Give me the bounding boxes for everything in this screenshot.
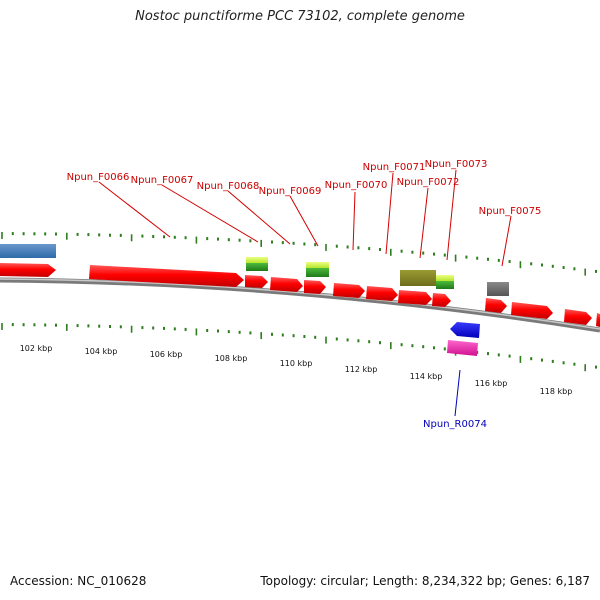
cds-arrow [304, 280, 326, 294]
kbp-label: 110 kbp [280, 359, 313, 368]
outer-tick-row [1, 232, 597, 276]
kbp-label: 116 kbp [475, 379, 508, 388]
gene-label-npun-f0075[interactable]: Npun_F0075 [479, 206, 542, 267]
genome-stats: Topology: circular; Length: 8,234,322 bp… [260, 574, 590, 588]
cds-arrow [89, 265, 244, 287]
gene-label-npun-r0074[interactable]: Npun_R0074 [423, 369, 487, 430]
gene-label-npun-f0072[interactable]: Npun_F0072 [397, 177, 460, 259]
gene-label-text[interactable]: Npun_F0071 [363, 162, 426, 173]
cds-arrow [366, 286, 398, 301]
gene-label-npun-f0071[interactable]: Npun_F0071 [363, 162, 426, 255]
gene-label-text[interactable]: Npun_F0068 [197, 181, 260, 192]
gene-label-text[interactable]: Npun_F0070 [325, 180, 388, 191]
cds-arrow [432, 293, 451, 307]
cds-arrow [333, 283, 365, 298]
kbp-label: 102 kbp [20, 344, 53, 353]
gene-label-npun-f0067[interactable]: Npun_F0067 [131, 175, 259, 243]
feature-green-block [246, 263, 268, 271]
kbp-label: 108 kbp [215, 354, 248, 363]
feature-olive-block [400, 270, 436, 286]
kbp-scale: 102 kbp 104 kbp 106 kbp 108 kbp 110 kbp … [20, 344, 573, 396]
gene-label-text[interactable]: Npun_F0075 [479, 206, 542, 217]
feature-lime-block [246, 257, 268, 263]
kbp-label: 104 kbp [85, 347, 118, 356]
map-title: Nostoc punctiforme PCC 73102, complete g… [135, 9, 465, 24]
kbp-label: 118 kbp [540, 387, 573, 396]
accession-text: Accession: NC_010628 [10, 574, 147, 588]
kbp-label: 106 kbp [150, 350, 183, 359]
cds-arrow [596, 313, 600, 327]
gene-label-npun-f0068[interactable]: Npun_F0068 [197, 181, 291, 245]
feature-green-block [436, 281, 454, 289]
feature-lime-block [436, 275, 454, 281]
cds-arrow [398, 290, 432, 305]
gene-label-npun-f0073[interactable]: Npun_F0073 [425, 159, 488, 261]
feature-gray-block [487, 282, 509, 296]
genome-backbone [0, 277, 600, 333]
gene-label-text[interactable]: Npun_F0066 [67, 172, 130, 183]
gene-label-npun-f0066[interactable]: Npun_F0066 [67, 172, 171, 238]
cds-arrow [0, 263, 56, 277]
cds-arrow [245, 275, 268, 288]
feature-blue-block [0, 244, 56, 258]
gene-label-npun-f0069[interactable]: Npun_F0069 [259, 186, 322, 247]
gene-label-text[interactable]: Npun_F0073 [425, 159, 488, 170]
gene-labels: Npun_F0066 Npun_F0067 Npun_F0068 Npun_F0… [67, 159, 542, 430]
feature-lime-block [306, 262, 329, 268]
feature-green-block [306, 268, 329, 277]
gene-label-text[interactable]: Npun_R0074 [423, 419, 487, 430]
kbp-label: 114 kbp [410, 372, 443, 381]
forward-features [0, 244, 600, 327]
feature-pink-block [447, 340, 478, 356]
cds-arrow-reverse [450, 322, 480, 338]
cds-arrow [485, 298, 507, 313]
reverse-features [447, 322, 480, 356]
gene-label-npun-f0070[interactable]: Npun_F0070 [325, 180, 388, 251]
gene-label-text[interactable]: Npun_F0067 [131, 175, 194, 186]
cds-arrow [564, 309, 592, 325]
cds-arrow [270, 277, 303, 292]
gene-label-text[interactable]: Npun_F0069 [259, 186, 322, 197]
cds-arrow [511, 302, 553, 319]
kbp-label: 112 kbp [345, 365, 378, 374]
gene-label-text[interactable]: Npun_F0072 [397, 177, 460, 188]
